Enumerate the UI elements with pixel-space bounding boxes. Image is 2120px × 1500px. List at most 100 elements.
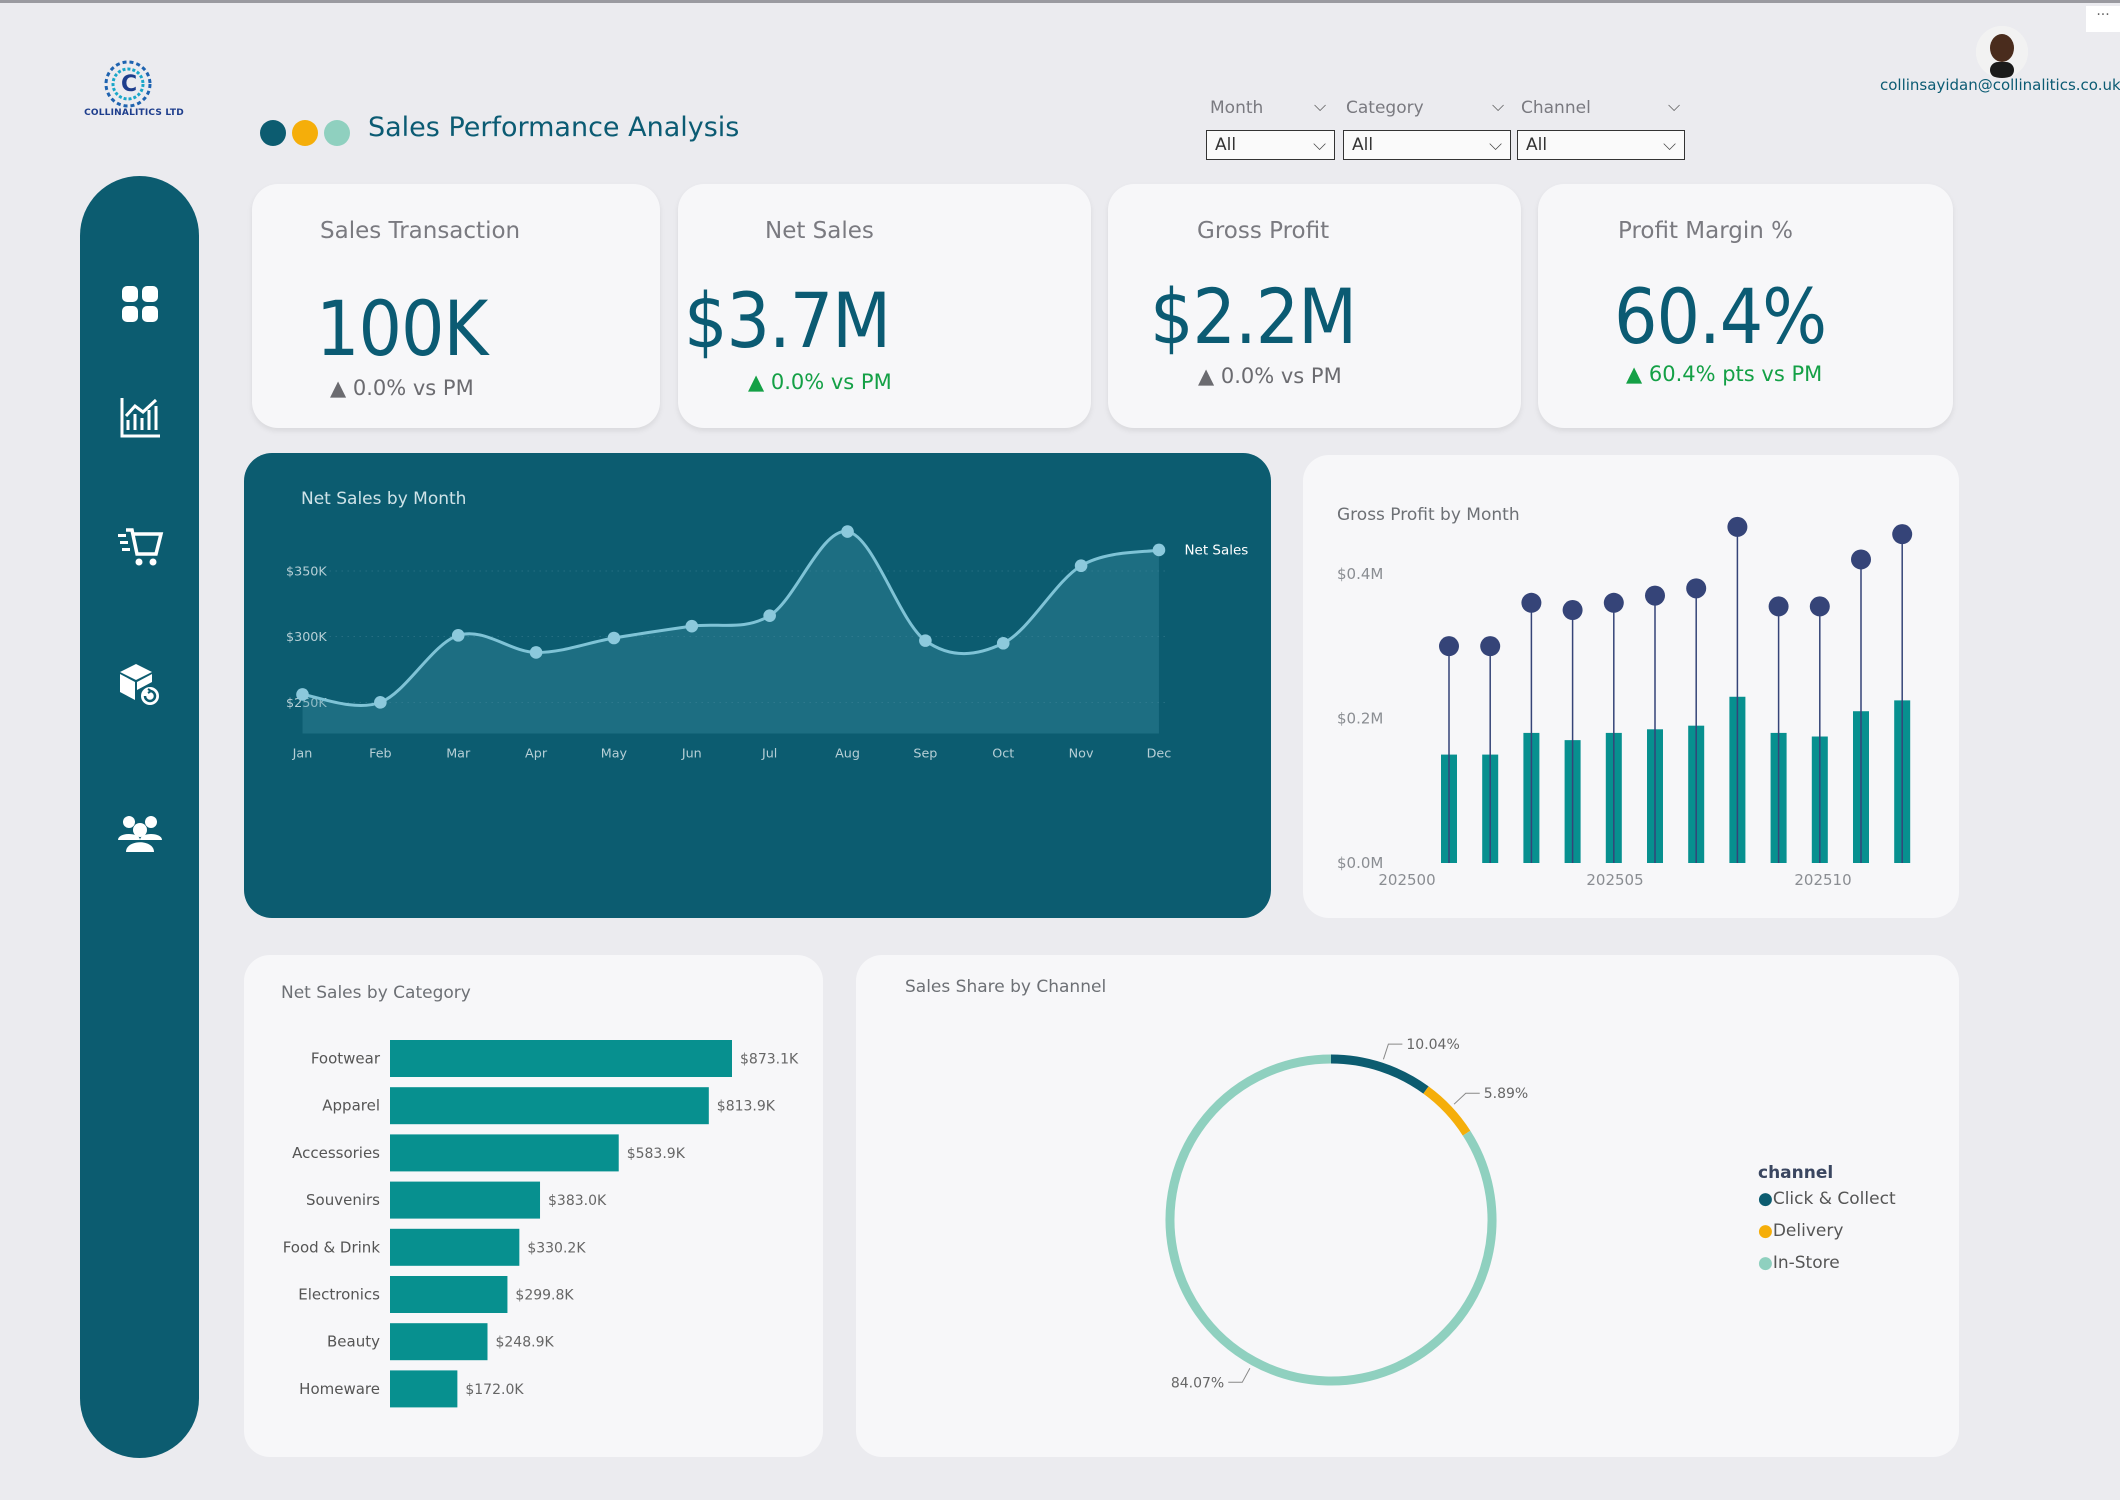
x-tick-label: Dec bbox=[1147, 746, 1172, 761]
category-bar bbox=[390, 1181, 541, 1219]
category-label: Beauty bbox=[327, 1333, 380, 1351]
customers-icon[interactable] bbox=[116, 810, 164, 858]
month-filter-label: Month bbox=[1210, 98, 1264, 118]
legend-item-click-collect[interactable]: ●Click & Collect bbox=[1758, 1189, 1896, 1209]
legend-item-delivery[interactable]: ●Delivery bbox=[1758, 1221, 1843, 1241]
lollipop-dot bbox=[1809, 596, 1830, 617]
donut-slice bbox=[1330, 1054, 1429, 1094]
channel-filter-collapse-icon[interactable]: ⌵ bbox=[1668, 96, 1681, 115]
donut-slice bbox=[1423, 1086, 1471, 1136]
chart-title: Net Sales by Category bbox=[281, 983, 471, 1003]
kpi-value: $3.7M bbox=[684, 276, 891, 365]
analytics-chart-icon[interactable] bbox=[116, 394, 164, 442]
data-point bbox=[996, 636, 1010, 650]
accent-dot-orange bbox=[292, 120, 318, 146]
channel-filter-select[interactable]: All ⌵ bbox=[1517, 130, 1685, 160]
kpi-value: $2.2M bbox=[1150, 272, 1357, 361]
lollipop-dot bbox=[1439, 636, 1459, 657]
legend-swatch: ● bbox=[1758, 1253, 1773, 1273]
month-filter-select[interactable]: All ⌵ bbox=[1206, 130, 1335, 160]
kpi-value: 60.4% bbox=[1614, 272, 1827, 361]
net-sales-by-month-card[interactable]: Net Sales by Month $250K $300K $350K Jan Feb… bbox=[244, 453, 1271, 918]
data-point bbox=[919, 634, 932, 647]
category-bar bbox=[390, 1276, 508, 1313]
kpi-delta-text: 60.4% pts vs PM bbox=[1648, 362, 1823, 386]
data-point bbox=[841, 525, 854, 538]
kpi-delta-text: 0.0% vs PM bbox=[770, 370, 892, 394]
lollipop-dot bbox=[1686, 578, 1707, 599]
category-filter-collapse-icon[interactable]: ⌵ bbox=[1492, 96, 1505, 115]
x-tick-label: Aug bbox=[835, 746, 860, 761]
data-point bbox=[451, 629, 465, 642]
lollipop-dot bbox=[1645, 585, 1665, 606]
category-bar-chart: Footwear $873.1K Apparel $813.9K Accessories… bbox=[283, 1040, 799, 1408]
x-tick-label: Oct bbox=[992, 746, 1014, 761]
lollipop-dot bbox=[1603, 592, 1624, 613]
category-filter-select[interactable]: All ⌵ bbox=[1343, 130, 1511, 160]
sales-share-by-channel-card[interactable]: Sales Share by Channel 10.04% 5.89% 84.07%… bbox=[856, 955, 1959, 1457]
kpi-card-gross-profit[interactable]: Gross Profit $2.2M ▲ 0.0% vs PM bbox=[1108, 184, 1521, 428]
y-tick-label: $0.0M bbox=[1337, 854, 1383, 872]
category-filter-label: Category bbox=[1346, 98, 1424, 118]
x-tick-label: 202500 bbox=[1378, 871, 1435, 889]
category-label: Accessories bbox=[292, 1144, 380, 1162]
category-label: Footwear bbox=[311, 1050, 381, 1068]
data-label: $248.9K bbox=[495, 1335, 554, 1351]
page-title: Sales Performance Analysis bbox=[368, 112, 740, 143]
data-label: $299.8K bbox=[515, 1288, 574, 1304]
kpi-delta: ▲ 60.4% pts vs PM bbox=[1626, 362, 1822, 386]
x-tick-label: Jan bbox=[292, 746, 313, 761]
legend-swatch: ● bbox=[1758, 1189, 1773, 1209]
kpi-delta: ▲ 0.0% vs PM bbox=[1198, 364, 1342, 388]
data-point bbox=[374, 696, 387, 709]
category-label: Souvenirs bbox=[306, 1191, 380, 1209]
kpi-delta: ▲ 0.0% vs PM bbox=[330, 376, 474, 400]
svg-text:C: C bbox=[121, 72, 137, 97]
channel-filter-value: All bbox=[1526, 135, 1548, 155]
product-returns-icon[interactable] bbox=[116, 660, 164, 708]
lollipop-dot bbox=[1521, 592, 1542, 613]
leader-line bbox=[1228, 1368, 1251, 1383]
kpi-card-net-sales[interactable]: Net Sales $3.7M ▲ 0.0% vs PM bbox=[678, 184, 1091, 428]
data-point bbox=[607, 631, 621, 645]
window-top-border bbox=[0, 0, 2120, 3]
legend-label: In-Store bbox=[1772, 1253, 1840, 1273]
data-point bbox=[296, 688, 309, 701]
data-point bbox=[685, 619, 699, 633]
lollipop-dot bbox=[1562, 600, 1583, 621]
data-label: $873.1K bbox=[740, 1052, 799, 1068]
y-tick-label: $0.2M bbox=[1337, 709, 1383, 727]
lollipop-dot bbox=[1851, 549, 1871, 570]
month-filter-collapse-icon[interactable]: ⌵ bbox=[1314, 96, 1327, 115]
dashboard-icon[interactable] bbox=[116, 280, 164, 328]
kpi-title: Sales Transaction bbox=[320, 218, 521, 244]
legend-item-in-store[interactable]: ●In-Store bbox=[1758, 1253, 1840, 1273]
kpi-title: Profit Margin % bbox=[1618, 218, 1794, 244]
leader-line bbox=[1453, 1092, 1480, 1105]
chevron-down-icon: ⌵ bbox=[1489, 135, 1502, 155]
channel-donut-chart: 10.04% 5.89% 84.07% bbox=[1165, 1037, 1528, 1391]
triangle-up-icon: ▲ bbox=[1198, 364, 1215, 388]
net-sales-by-category-card[interactable]: Net Sales by Category Footwear $873.1K App… bbox=[244, 955, 823, 1457]
kpi-card-sales-transaction[interactable]: Sales Transaction 100K ▲ 0.0% vs PM bbox=[252, 184, 660, 428]
user-avatar[interactable] bbox=[1976, 26, 2028, 78]
shopping-cart-icon[interactable] bbox=[116, 522, 164, 570]
category-label: Homeware bbox=[299, 1380, 380, 1398]
category-bar bbox=[390, 1134, 619, 1172]
data-label: $172.0K bbox=[465, 1382, 524, 1398]
user-email: collinsayidan@collinalitics.co.uk bbox=[1880, 76, 2120, 94]
brand-name: COLLINALITICS LTD bbox=[84, 108, 184, 118]
kpi-delta-text: 0.0% vs PM bbox=[352, 376, 474, 400]
kpi-card-profit-margin[interactable]: Profit Margin % 60.4% ▲ 60.4% pts vs PM bbox=[1538, 184, 1953, 428]
accent-dot-mint bbox=[324, 120, 350, 146]
lollipop-dot bbox=[1480, 636, 1501, 657]
triangle-up-icon: ▲ bbox=[1626, 362, 1643, 386]
triangle-up-icon: ▲ bbox=[748, 370, 765, 394]
category-bar bbox=[390, 1228, 520, 1266]
x-tick-label: 202510 bbox=[1794, 871, 1851, 889]
chevron-down-icon: ⌵ bbox=[1313, 135, 1326, 155]
slice-label: 84.07% bbox=[1171, 1375, 1224, 1391]
more-options-button[interactable]: ··· bbox=[2086, 6, 2120, 32]
gross-profit-by-month-card[interactable]: Gross Profit by Month $0.0M $0.2M $0.4M 202… bbox=[1303, 455, 1959, 918]
x-tick-label: Feb bbox=[369, 746, 392, 761]
